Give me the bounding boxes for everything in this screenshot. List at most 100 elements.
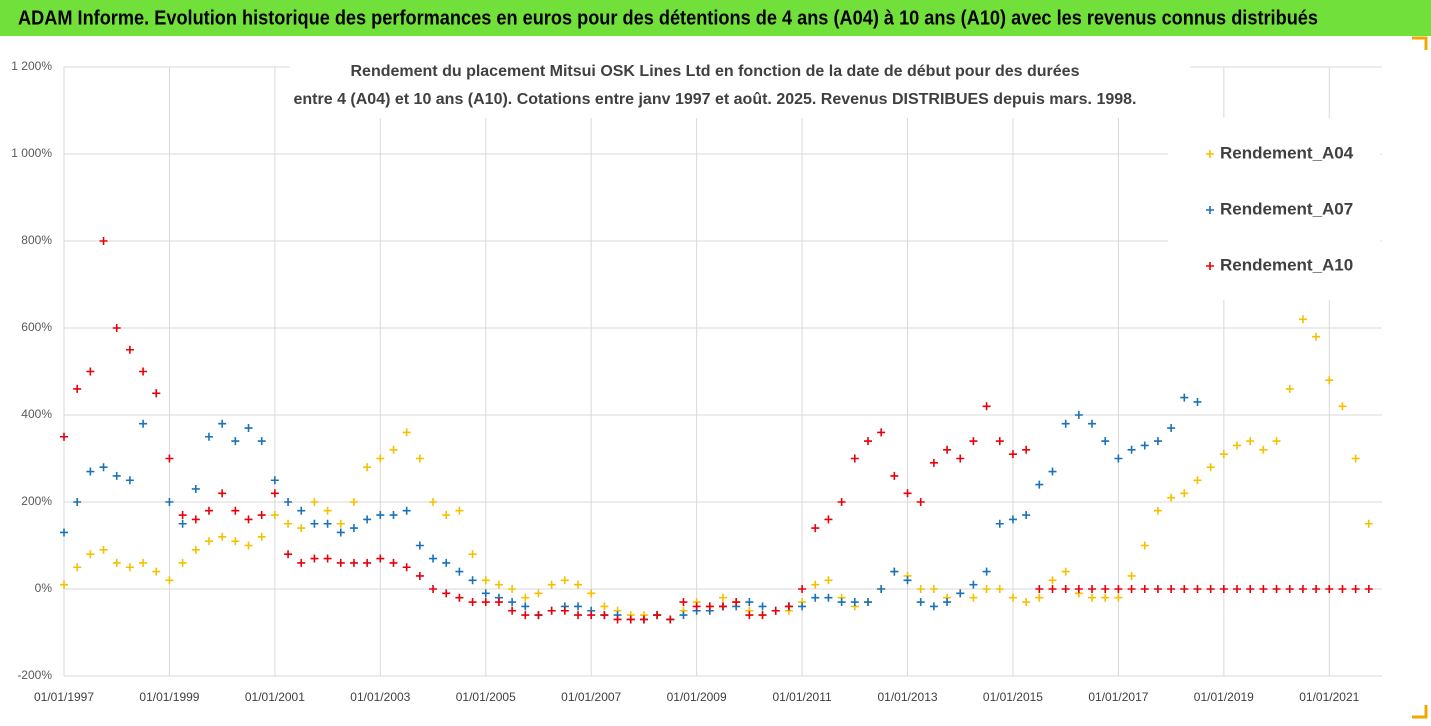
y-tick-label: 1 000% bbox=[11, 146, 52, 160]
data-point bbox=[1298, 585, 1307, 593]
data-point bbox=[771, 606, 780, 615]
data-point bbox=[139, 558, 148, 567]
data-point bbox=[152, 389, 161, 398]
x-tick-label: 01/01/2019 bbox=[1194, 690, 1254, 704]
data-point bbox=[1048, 585, 1057, 593]
data-point bbox=[99, 545, 108, 554]
data-point bbox=[837, 498, 846, 506]
data-point bbox=[1312, 332, 1321, 341]
data-point bbox=[99, 237, 108, 245]
data-point bbox=[626, 615, 635, 624]
data-point bbox=[890, 567, 899, 576]
data-point bbox=[811, 580, 820, 589]
data-point bbox=[1180, 393, 1189, 402]
data-point bbox=[916, 598, 925, 607]
data-point bbox=[257, 511, 266, 520]
data-point bbox=[191, 515, 200, 524]
data-point bbox=[218, 532, 227, 541]
data-point bbox=[982, 585, 991, 593]
data-point bbox=[1061, 419, 1070, 428]
data-point bbox=[613, 615, 622, 624]
data-point bbox=[508, 606, 517, 615]
data-point bbox=[679, 598, 688, 607]
data-point bbox=[1140, 541, 1149, 550]
data-point bbox=[1338, 402, 1347, 411]
data-point bbox=[1219, 450, 1228, 459]
data-point bbox=[758, 602, 767, 611]
data-point bbox=[1153, 585, 1162, 593]
data-point bbox=[1325, 585, 1334, 593]
data-point bbox=[415, 541, 424, 550]
data-point bbox=[429, 554, 438, 563]
data-point bbox=[574, 611, 583, 620]
data-point bbox=[653, 611, 662, 620]
data-point bbox=[1219, 585, 1228, 593]
data-point bbox=[1022, 511, 1031, 520]
data-point bbox=[455, 567, 464, 576]
data-point bbox=[415, 571, 424, 580]
data-point bbox=[1101, 437, 1110, 446]
data-point bbox=[1272, 437, 1281, 446]
data-point bbox=[231, 437, 240, 446]
data-point bbox=[929, 602, 938, 611]
data-point bbox=[297, 524, 306, 533]
data-point bbox=[1193, 476, 1202, 485]
data-point bbox=[310, 554, 319, 563]
data-point bbox=[1114, 454, 1123, 463]
data-point bbox=[929, 458, 938, 467]
data-point bbox=[73, 563, 82, 572]
data-point bbox=[1048, 467, 1057, 476]
data-point bbox=[349, 524, 358, 533]
data-point bbox=[112, 558, 121, 567]
data-point bbox=[376, 454, 385, 463]
data-point bbox=[191, 484, 200, 493]
chart-title: Rendement du placement Mitsui OSK Lines … bbox=[351, 63, 1080, 80]
data-point bbox=[1035, 585, 1044, 593]
data-point bbox=[508, 598, 517, 607]
x-tick-label: 01/01/2009 bbox=[667, 690, 727, 704]
legend-box bbox=[1168, 118, 1380, 300]
data-point bbox=[455, 593, 464, 602]
x-tick-label: 01/01/2013 bbox=[877, 690, 937, 704]
data-point bbox=[1259, 445, 1268, 454]
data-point bbox=[429, 498, 438, 506]
data-point bbox=[231, 506, 240, 515]
data-point bbox=[850, 454, 859, 463]
data-point bbox=[139, 367, 148, 376]
data-point bbox=[402, 506, 411, 515]
data-point bbox=[1153, 437, 1162, 446]
data-point bbox=[745, 611, 754, 620]
data-point bbox=[481, 576, 490, 585]
data-point bbox=[1298, 315, 1307, 324]
data-point bbox=[719, 602, 727, 611]
data-point bbox=[1088, 419, 1097, 428]
data-point bbox=[204, 506, 213, 515]
data-point bbox=[1285, 384, 1294, 393]
data-point bbox=[1114, 585, 1123, 593]
data-point bbox=[402, 563, 411, 572]
x-tick-label: 01/01/2001 bbox=[245, 690, 305, 704]
data-point bbox=[995, 585, 1004, 593]
data-point bbox=[415, 454, 424, 463]
data-point bbox=[99, 463, 108, 472]
data-point bbox=[429, 585, 438, 593]
data-point bbox=[165, 498, 174, 506]
data-point bbox=[877, 428, 886, 437]
data-point bbox=[165, 576, 174, 585]
data-point bbox=[1167, 493, 1176, 502]
data-point bbox=[1048, 576, 1057, 585]
data-point bbox=[1193, 397, 1202, 406]
x-tick-label: 01/01/1999 bbox=[139, 690, 199, 704]
y-tick-label: 1 200% bbox=[11, 59, 52, 73]
data-point bbox=[916, 498, 925, 506]
data-point bbox=[903, 489, 912, 498]
data-point bbox=[903, 576, 912, 585]
data-point bbox=[336, 528, 345, 537]
points bbox=[60, 237, 1373, 624]
data-point bbox=[389, 558, 398, 567]
data-point bbox=[745, 598, 754, 607]
data-point bbox=[758, 611, 767, 620]
data-point bbox=[574, 602, 583, 611]
data-point bbox=[442, 558, 451, 567]
data-point bbox=[1180, 585, 1189, 593]
